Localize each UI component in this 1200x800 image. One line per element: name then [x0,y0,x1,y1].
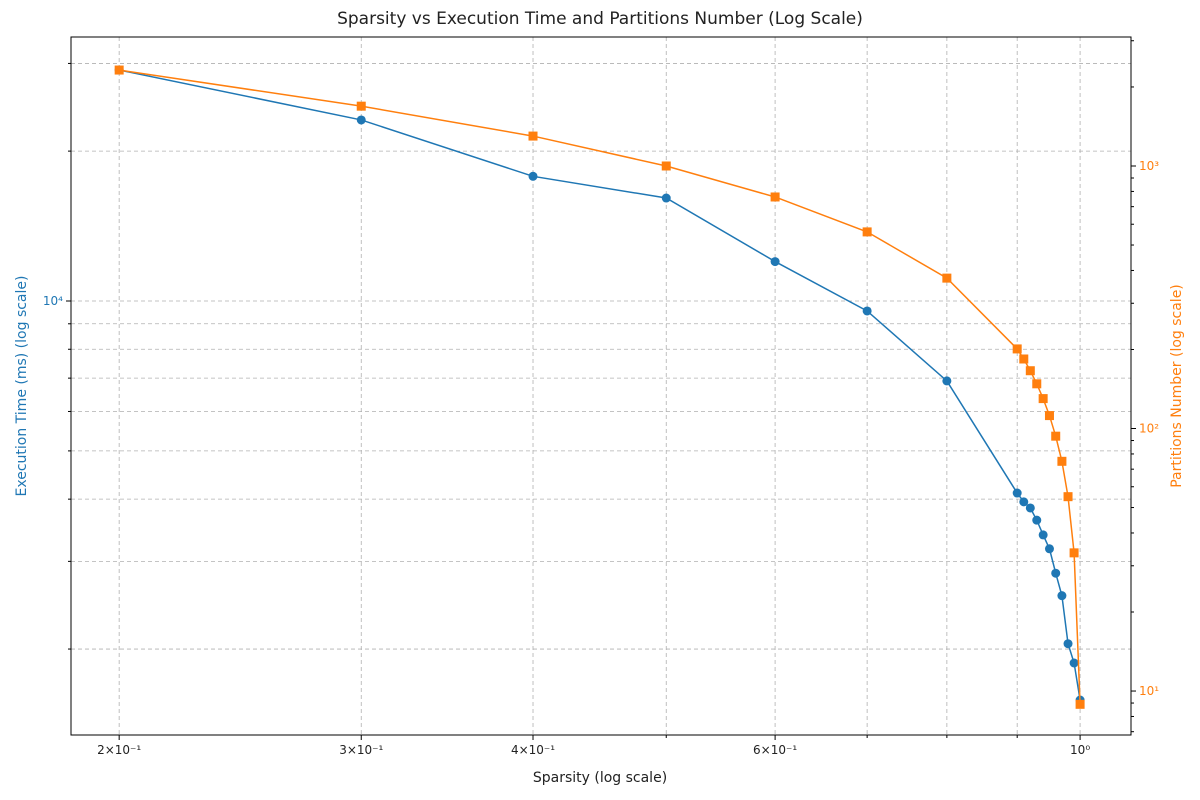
data-point [1032,379,1042,389]
data-point [1051,431,1061,441]
chart-title: Sparsity vs Execution Time and Partition… [337,9,863,29]
series-line [119,69,1081,701]
data-point [1057,456,1067,466]
y-axis-label: Execution Time (ms) (log scale) [14,276,30,497]
data-point [114,65,124,75]
data-point [770,257,780,267]
plot-frame [70,36,1132,736]
data-point [1038,530,1048,540]
data-point [1063,492,1073,502]
data-point [1032,515,1042,525]
data-point [661,161,671,171]
data-point [942,273,952,283]
data-point [1051,568,1061,578]
data-point [862,227,872,237]
x-axis-label: Sparsity (log scale) [533,770,667,786]
data-point [1044,411,1054,421]
y2-axis-label: Partitions Number (log scale) [1169,284,1185,488]
data-point [1069,548,1079,558]
data-point [1069,658,1079,668]
y-tick-label: 10⁴ [43,294,63,308]
data-point [770,192,780,202]
y2-tick-label: 10² [1139,422,1159,436]
x-tick-label: 4×10⁻¹ [511,743,555,757]
data-point [1025,366,1035,376]
data-point [1044,544,1054,554]
x-tick-label: 10⁰ [1070,743,1090,757]
data-point [1019,354,1029,364]
data-point [661,193,671,203]
data-point [528,131,538,141]
data-point [1038,394,1048,404]
x-tick-label: 6×10⁻¹ [753,743,797,757]
data-point [862,306,872,316]
y2-tick-label: 10³ [1139,159,1159,173]
data-point [1063,639,1073,649]
data-point [356,115,366,125]
series-line [119,69,1081,705]
data-point [1019,497,1029,507]
data-point [1057,591,1067,601]
x-tick-label: 2×10⁻¹ [97,743,141,757]
data-point [1075,699,1085,709]
y2-tick-label: 10¹ [1139,684,1159,698]
data-point [1012,344,1022,354]
data-point [1012,488,1022,498]
data-point [1025,503,1035,513]
x-tick-label: 3×10⁻¹ [339,743,383,757]
data-point [528,171,538,181]
data-point [356,101,366,111]
data-point [942,376,952,386]
